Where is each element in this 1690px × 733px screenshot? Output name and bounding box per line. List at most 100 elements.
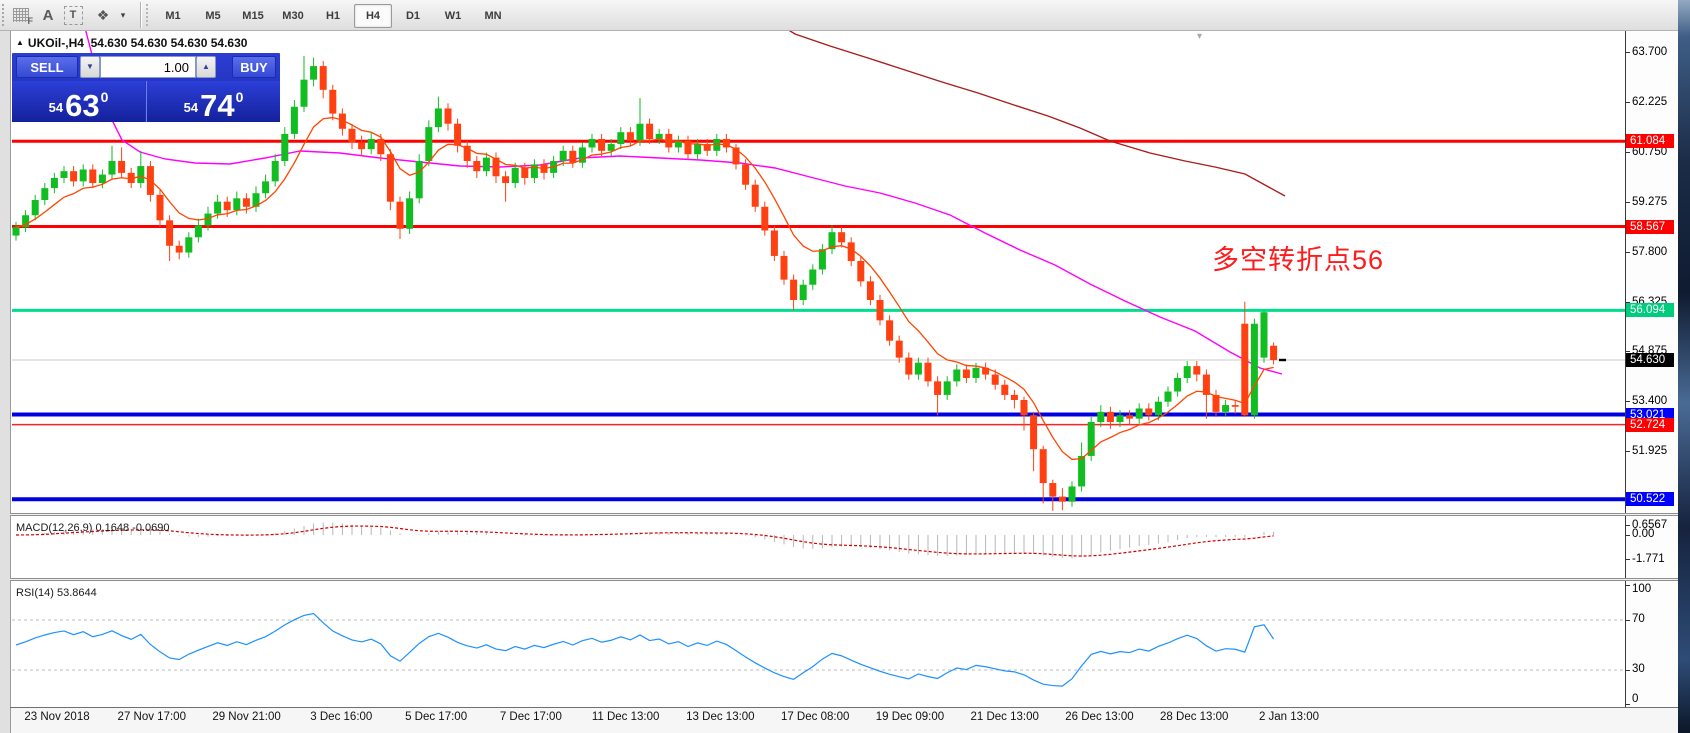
- candle-body: [1250, 323, 1258, 416]
- ohlc-quotes: 54.630 54.630 54.630 54.630: [90, 36, 248, 50]
- candle-body: [982, 367, 990, 375]
- date-label: 27 Nov 17:00: [117, 711, 186, 723]
- candle-body: [1116, 415, 1124, 423]
- volume-decrease-button[interactable]: ▼: [80, 56, 100, 78]
- candle-body: [425, 127, 433, 162]
- objects-tool-icon[interactable]: ❖: [92, 3, 114, 27]
- price-badge-58.567: 58.567: [1626, 219, 1674, 234]
- rsi-tick-mark: [1625, 619, 1630, 621]
- price-tick-label: 63.700: [1632, 45, 1668, 58]
- rsi-tick-mark: [1625, 584, 1630, 586]
- volume-increase-button[interactable]: ▲: [196, 56, 216, 78]
- toolbar-grip-2[interactable]: [146, 4, 151, 26]
- timeframe-d1[interactable]: D1: [405, 10, 421, 22]
- macd-signal-line: [15, 525, 1274, 557]
- label-tool-icon[interactable]: T: [62, 3, 84, 27]
- candle-body: [262, 181, 270, 194]
- rsi-canvas[interactable]: [12, 581, 1625, 707]
- toolbar-separator: [140, 2, 142, 28]
- timeframe-h4[interactable]: H4: [354, 4, 392, 28]
- candle-body: [1068, 486, 1076, 502]
- objects-dropdown-caret-icon[interactable]: ▾: [116, 3, 130, 27]
- candle-body: [972, 367, 980, 378]
- candle-body: [60, 171, 68, 178]
- pane-separator-rsi[interactable]: [10, 578, 1678, 581]
- candle-body: [223, 201, 231, 211]
- templates-grid-icon[interactable]: F: [8, 3, 34, 27]
- candle-body: [70, 171, 78, 182]
- buy-button[interactable]: BUY: [232, 56, 276, 78]
- candle-body: [818, 249, 826, 270]
- buy-price-display[interactable]: 54 74 0: [147, 81, 280, 122]
- buy-price-big: 74: [200, 87, 235, 123]
- rsi-line: [15, 612, 1275, 687]
- date-label: 23 Nov 2018: [24, 711, 90, 723]
- candle-body: [876, 299, 884, 321]
- timeframe-w1[interactable]: W1: [444, 10, 462, 22]
- candle-body: [482, 157, 490, 172]
- date-label: 21 Dec 13:00: [970, 711, 1039, 723]
- candle-body: [703, 144, 711, 151]
- sell-price-display[interactable]: 54 63 0: [12, 81, 145, 122]
- text-tool-icon[interactable]: A: [38, 3, 58, 27]
- timeframe-h1[interactable]: H1: [325, 10, 341, 22]
- candle-body: [348, 128, 356, 143]
- price-badge-52.724: 52.724: [1626, 417, 1674, 432]
- candle-body: [358, 142, 366, 150]
- candle-body: [924, 362, 932, 382]
- ma-slow-line: [788, 31, 1286, 197]
- price-axis-separator: [1625, 31, 1626, 707]
- candle-body: [1087, 422, 1095, 456]
- chart-shift-marker-icon[interactable]: ▾: [1197, 31, 1203, 42]
- ma-fast-line: [15, 116, 1274, 461]
- pane-separator-macd[interactable]: [10, 513, 1678, 516]
- timeframe-m30[interactable]: M30: [282, 10, 304, 22]
- date-label: 29 Nov 21:00: [212, 711, 281, 723]
- window-right-edge: [1678, 0, 1690, 733]
- candle-body: [511, 167, 519, 184]
- date-label: 11 Dec 13:00: [591, 711, 660, 723]
- candle-body: [674, 140, 682, 148]
- timeframe-m15[interactable]: M15: [242, 10, 264, 22]
- price-tick-label: 57.800: [1632, 245, 1668, 258]
- candle-body: [89, 169, 97, 184]
- price-tick-mark: [1625, 351, 1630, 353]
- candle-body: [847, 242, 855, 262]
- candle-body: [367, 138, 375, 150]
- candle-body: [319, 66, 327, 90]
- price-tick-label: 51.925: [1632, 444, 1668, 457]
- candle-body: [626, 132, 634, 141]
- candle-body: [156, 194, 164, 221]
- candle-body: [828, 232, 836, 250]
- date-axis-row[interactable]: [11, 708, 1678, 733]
- price-tick-mark: [1625, 302, 1630, 304]
- volume-input[interactable]: [100, 56, 196, 78]
- candle-body: [338, 113, 346, 129]
- candle-body: [329, 89, 337, 114]
- main-chart-canvas[interactable]: [12, 31, 1625, 513]
- candle-body: [684, 140, 692, 155]
- current-price-marker: [1279, 358, 1286, 362]
- timeframe-m1[interactable]: M1: [165, 10, 181, 22]
- candle-body: [444, 108, 452, 124]
- chart-annotation-text[interactable]: 多空转折点56: [1212, 245, 1385, 275]
- candle-body: [866, 281, 874, 300]
- macd-canvas[interactable]: [12, 516, 1625, 578]
- collapse-arrow-icon[interactable]: ▲: [16, 38, 24, 47]
- candle-body: [646, 123, 654, 139]
- candle-body: [396, 201, 404, 229]
- toolbar-grip[interactable]: [2, 4, 8, 26]
- sell-button[interactable]: SELL: [16, 56, 78, 78]
- date-label: 13 Dec 13:00: [686, 711, 755, 723]
- price-axis-column[interactable]: [1625, 31, 1678, 707]
- timeframe-mn[interactable]: MN: [484, 10, 502, 22]
- candle-body: [895, 340, 903, 358]
- candle-body: [953, 369, 961, 382]
- price-tick-mark: [1625, 52, 1630, 54]
- candle-body: [1126, 415, 1134, 419]
- date-label: 17 Dec 08:00: [780, 711, 850, 723]
- timeframe-m5[interactable]: M5: [205, 10, 221, 22]
- candle-body: [761, 206, 769, 231]
- grid-f-label: F: [27, 16, 34, 26]
- macd-tick-label: -1.771: [1632, 552, 1665, 565]
